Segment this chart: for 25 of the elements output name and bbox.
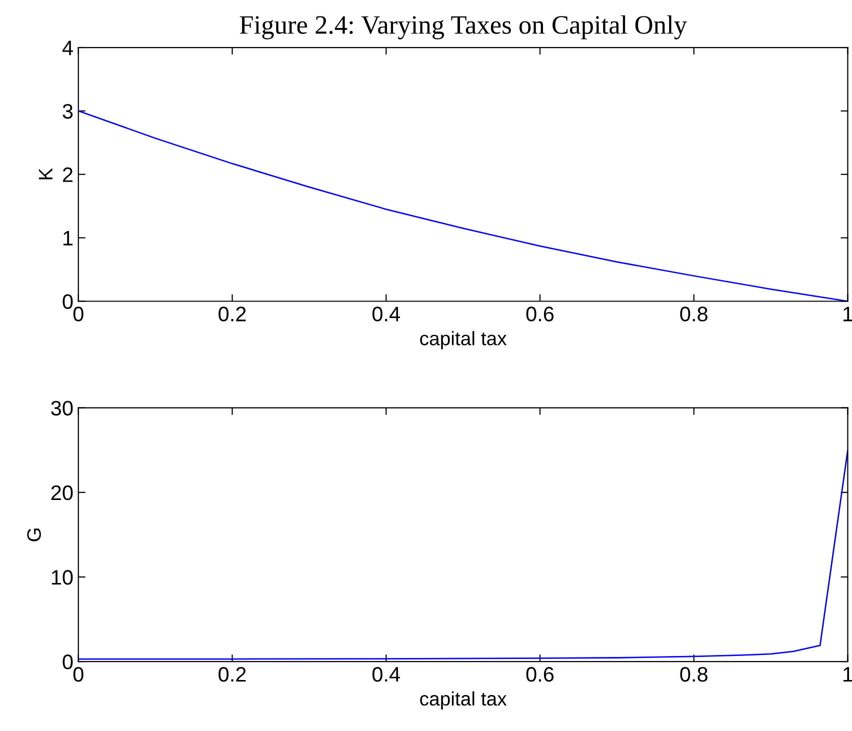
- y-tick-label: 1: [64, 231, 73, 246]
- x-tick-label: 0.6: [526, 666, 554, 682]
- x-tick-label: 0: [73, 306, 84, 322]
- x-tick-label: 0.2: [218, 666, 246, 682]
- x-tick-label: 0.2: [218, 306, 246, 322]
- x-tick-label: 0.6: [526, 306, 554, 322]
- y-tick-label: 10: [52, 570, 73, 585]
- y-tick-label: 3: [62, 104, 73, 119]
- y-tick-label: 4: [62, 40, 73, 56]
- x-axis-title: capital tax: [420, 331, 507, 350]
- x-axis-title: capital tax: [420, 691, 507, 710]
- x-tick-label: 0: [73, 666, 84, 682]
- y-axis-title: K: [38, 168, 52, 180]
- chart-title: Figure 2.4: Varying Taxes on Capital Only: [240, 15, 687, 40]
- y-axis-title: G: [27, 528, 41, 542]
- x-tick-label: 0.4: [372, 306, 400, 322]
- x-tick-label: 0.4: [372, 666, 400, 682]
- y-tick-label: 30: [51, 400, 73, 416]
- x-tick-label: 0.8: [680, 666, 708, 682]
- y-tick-label: 0: [62, 654, 73, 670]
- line-series: [78, 449, 848, 660]
- y-tick-label: 2: [62, 167, 72, 182]
- y-tick-label: 20: [51, 485, 73, 500]
- x-tick-label: 0.8: [680, 306, 708, 322]
- y-tick-label: 0: [62, 294, 73, 310]
